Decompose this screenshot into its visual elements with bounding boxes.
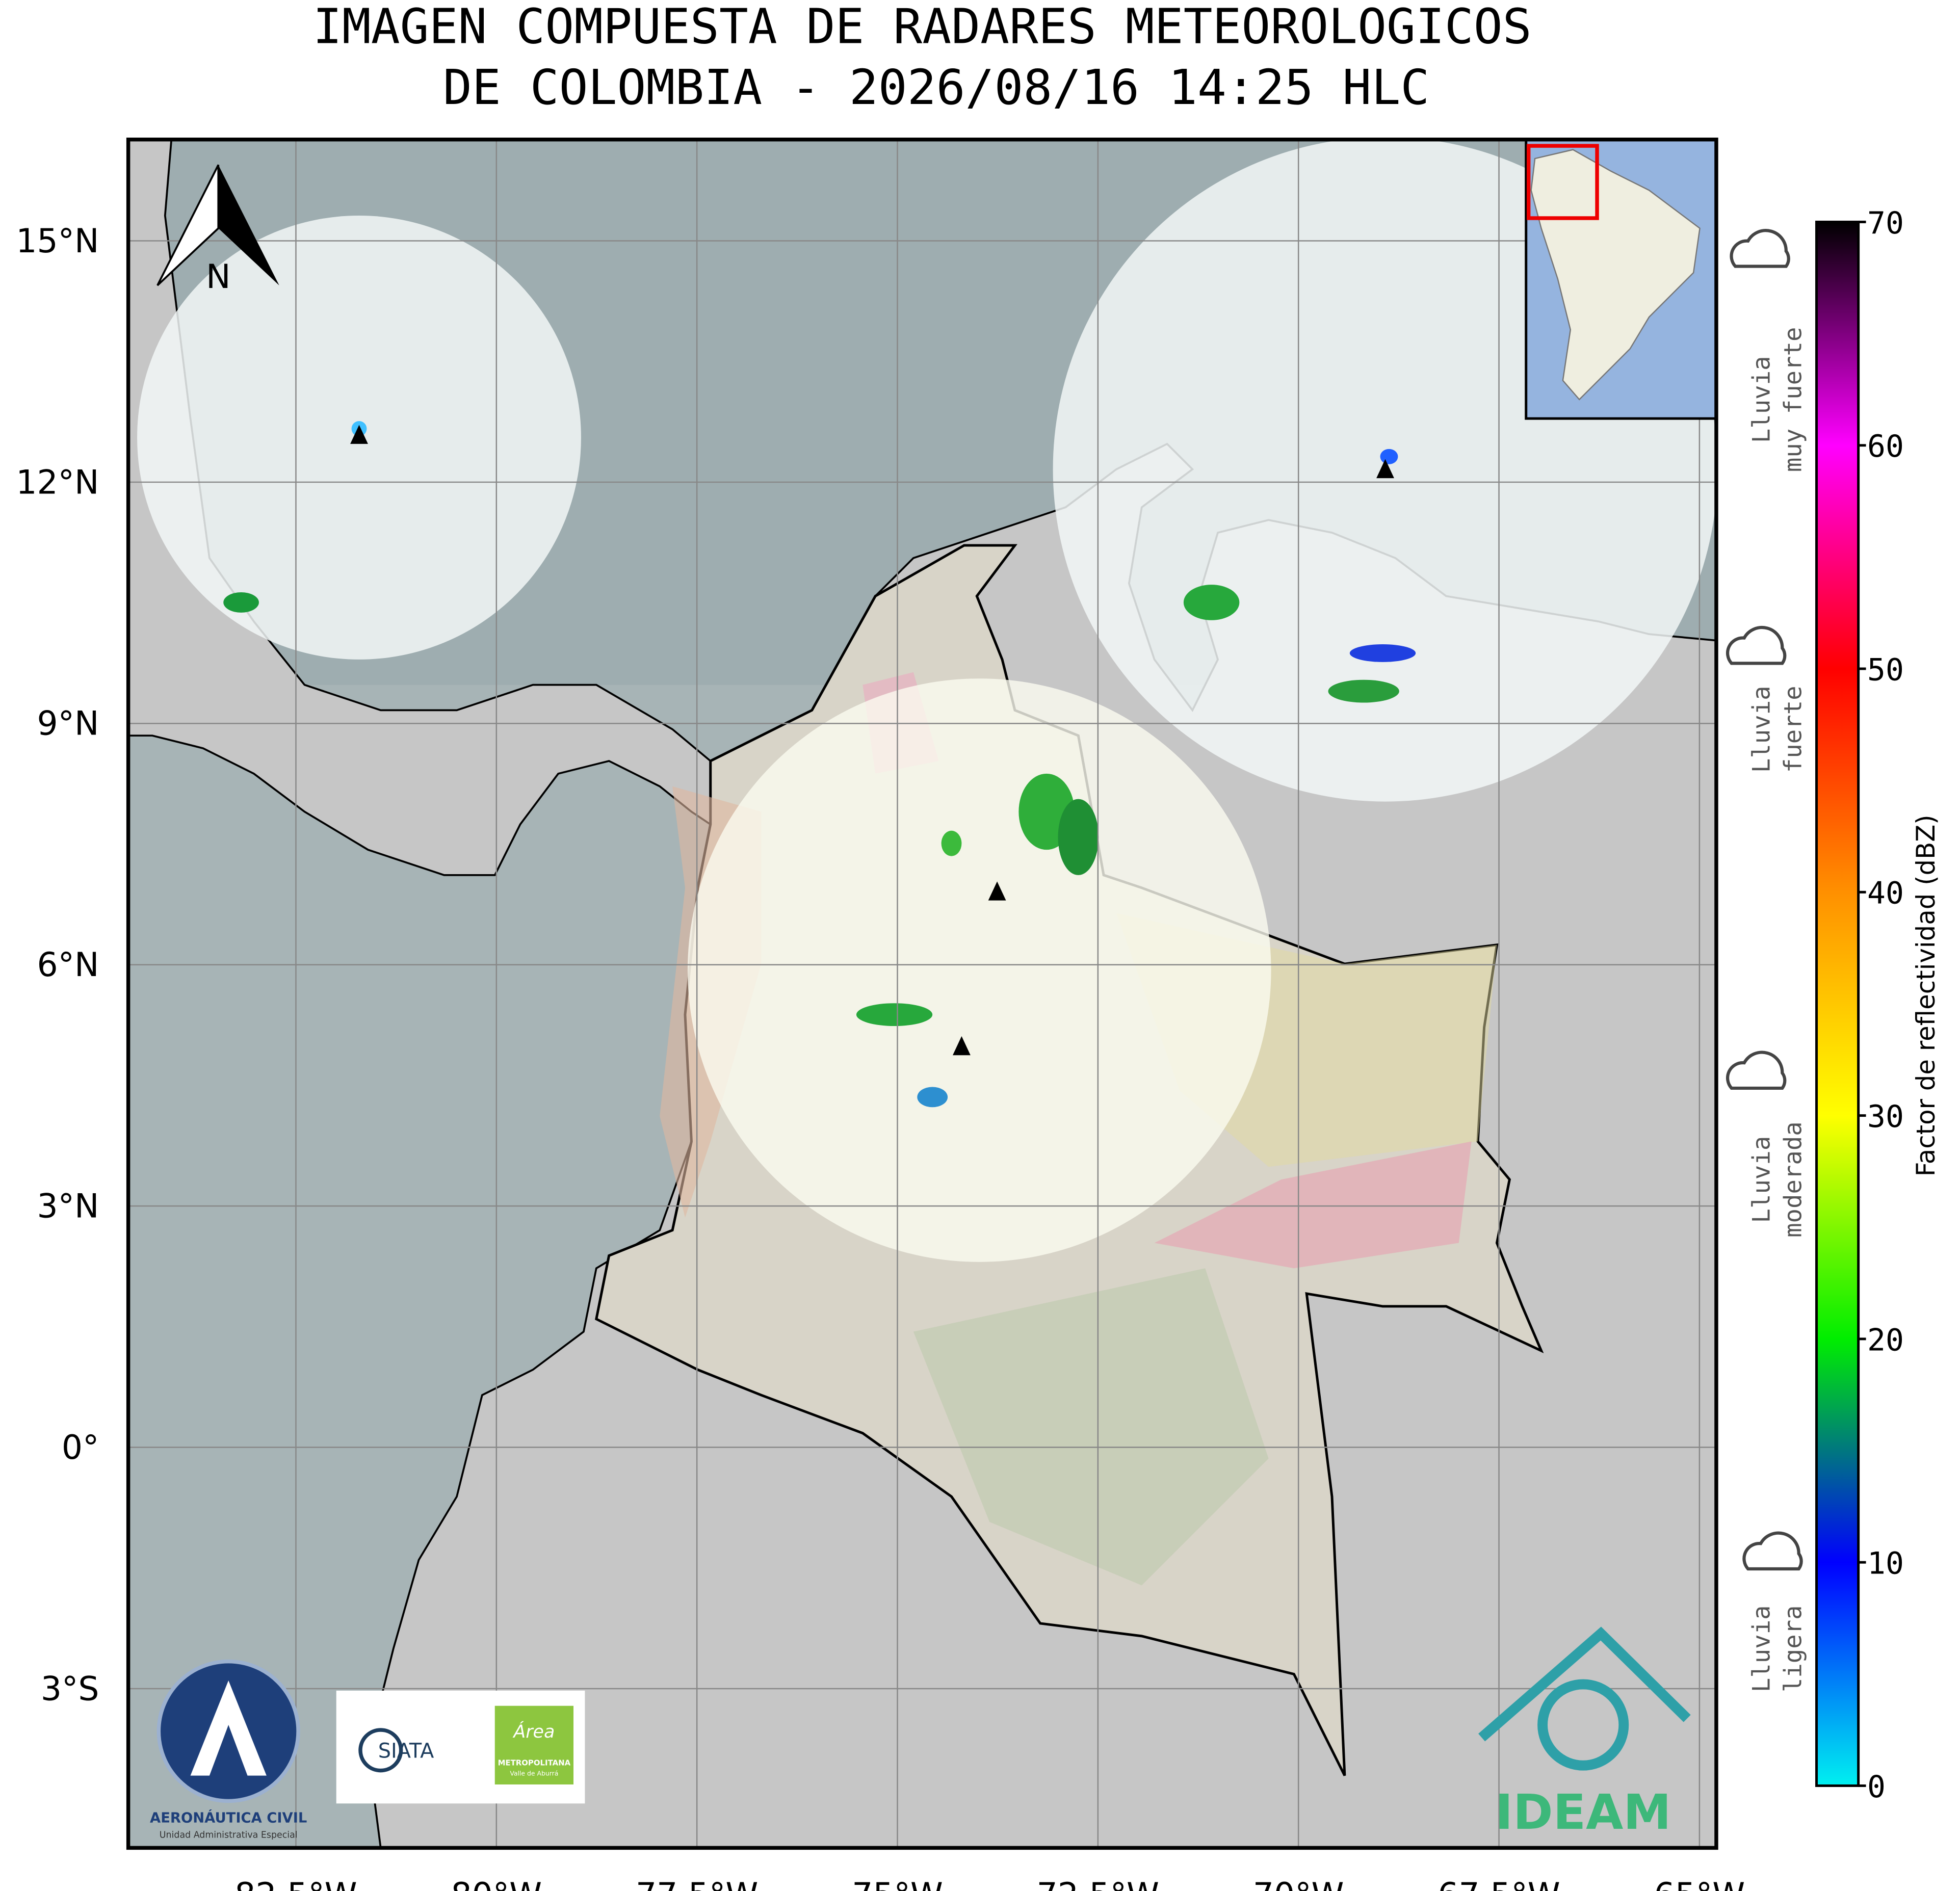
logo-text: IDEAM	[1495, 1784, 1671, 1841]
region-tint	[913, 1268, 1269, 1586]
colorbar-tick-label: 70	[1867, 206, 1904, 241]
logo-text: AERONÁUTICA CIVIL	[150, 1810, 307, 1826]
logo-text: Área	[512, 1721, 555, 1742]
rain-label: fuerte	[1780, 686, 1808, 773]
colorbar-tick-label: 10	[1867, 1546, 1904, 1582]
y-tick-label: 0°	[62, 1429, 99, 1467]
colorbar-scale	[1815, 220, 1860, 1787]
rain-icon	[1726, 229, 1803, 1571]
x-tick-label: 77.5°W	[636, 1876, 758, 1891]
x-tick-label: 65°W	[1654, 1876, 1745, 1891]
x-tick-label: 80°W	[451, 1876, 542, 1891]
colorbar-label: Factor de reflectividad (dBZ)	[1911, 815, 1941, 1176]
x-tick-label: 67.5°W	[1438, 1876, 1560, 1891]
ideam-logo: IDEAM	[1478, 1626, 1691, 1841]
rain-label: Lluvia	[1747, 1136, 1775, 1223]
colorbar-tick-label: 60	[1867, 429, 1904, 464]
logo-text: Unidad Administrativa Especial	[160, 1830, 298, 1840]
aerocivil-logo: AERONÁUTICA CIVIL Unidad Administrativa …	[150, 1659, 307, 1840]
colorbar-tick-label: 40	[1867, 876, 1904, 911]
rain-label: Lluvia	[1747, 356, 1775, 443]
title-line: DE COLOMBIA - 2026/08/16 14:25 HLC	[443, 60, 1429, 116]
map-frame	[126, 137, 1718, 1850]
logo-text: SIATA	[378, 1740, 434, 1763]
region-tint	[1154, 1141, 1472, 1269]
y-tick-label: 15°N	[16, 222, 99, 260]
title-line: IMAGEN COMPUESTA DE RADARES METEOROLOGIC…	[313, 0, 1532, 55]
inset-map	[1525, 139, 1716, 420]
rain-label: Lluvia	[1747, 1605, 1775, 1692]
map-area: N AERONÁUTICA CIVIL Unidad Administrativ…	[128, 139, 1716, 1848]
radar-echoes	[223, 421, 1416, 1108]
logo-text: METROPOLITANA	[498, 1758, 571, 1768]
colorbar-tick-label: 0	[1867, 1770, 1886, 1805]
rain-label: Lluvia	[1747, 686, 1775, 773]
siata-logo: SIATA Área METROPOLITANA Valle de Aburrá	[336, 1690, 585, 1804]
rain-label: ligera	[1780, 1605, 1808, 1692]
y-tick-label: 12°N	[16, 463, 99, 502]
x-tick-label: 75°W	[852, 1876, 943, 1891]
rain-label: moderada	[1780, 1121, 1808, 1238]
x-tick-label: 70°W	[1253, 1876, 1344, 1891]
colorbar-tick-label: 20	[1867, 1323, 1904, 1358]
radar-coverage	[687, 678, 1271, 1262]
graticule	[128, 139, 1716, 1848]
colorbar: Factor de reflectividad (dBZ) 0 10 20 30 40 5…	[1815, 206, 1941, 1805]
north-label: N	[206, 258, 230, 296]
x-tick-label: 82.5°W	[234, 1876, 357, 1891]
radar-sites	[350, 425, 1394, 1056]
logo-text: Valle de Aburrá	[510, 1770, 558, 1777]
y-tick-label: 3°S	[41, 1670, 99, 1708]
rain-label: muy fuerte	[1780, 327, 1808, 472]
y-tick-label: 3°N	[37, 1188, 99, 1226]
x-tick-label: 72.5°W	[1037, 1876, 1159, 1891]
colorbar-tick-label: 30	[1867, 1099, 1904, 1135]
colorbar-tick-label: 50	[1867, 652, 1904, 688]
axis-labels: 82.5°W 80°W 77.5°W 75°W 72.5°W 70°W 67.5°W 65°W…	[16, 222, 1745, 1891]
y-tick-label: 6°N	[37, 946, 99, 984]
y-tick-label: 9°N	[37, 705, 99, 743]
